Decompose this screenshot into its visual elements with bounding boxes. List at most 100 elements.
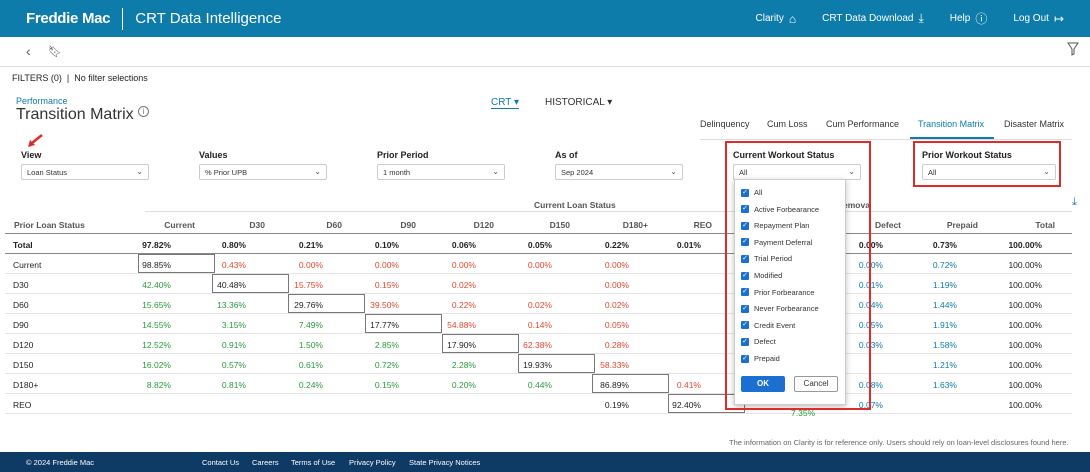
- footer-terms[interactable]: Terms of Use: [291, 458, 336, 467]
- chevron-down-icon: ⌄: [1043, 167, 1050, 176]
- footer-privacy[interactable]: Privacy Policy: [349, 458, 396, 467]
- table-cell: 0.00%: [374, 260, 399, 270]
- dropdown-option[interactable]: ✓ Repayment Plan: [741, 221, 809, 230]
- row-label: D60: [13, 300, 29, 310]
- page-title: Transition Matrix: [16, 106, 134, 123]
- checkbox-checked-icon[interactable]: ✓: [741, 238, 749, 247]
- table-cell: 1.21%: [932, 360, 957, 370]
- crt-toggle[interactable]: CRT ▾: [491, 97, 520, 109]
- table-cell: 0.00%: [604, 280, 629, 290]
- checkbox-checked-icon[interactable]: ✓: [741, 221, 749, 230]
- table-cell: 0.19%: [604, 400, 629, 410]
- checkbox-checked-icon[interactable]: ✓: [741, 254, 749, 263]
- dropdown-option[interactable]: ✓ All: [741, 188, 762, 197]
- values-select[interactable]: % Prior UPB ⌄: [199, 164, 327, 180]
- bookmark-icon[interactable]: 🔖︎: [48, 46, 62, 58]
- prior-loan-status-header: Prior Loan Status: [14, 220, 85, 230]
- table-cell: 100.00%: [1008, 240, 1042, 250]
- table-cell: 0.81%: [221, 380, 246, 390]
- col-header-defect: Defect: [875, 220, 901, 230]
- dropdown-option[interactable]: ✓ Prior Forbearance: [741, 288, 814, 297]
- table-row[interactable]: D120 12.52% 0.91% 1.50% 2.85% 17.90% 62.38% 0.2…: [5, 334, 1072, 354]
- view-label: View: [21, 150, 42, 160]
- diagonal-cell-highlight: [138, 254, 215, 273]
- footer-careers[interactable]: Careers: [252, 458, 279, 467]
- table-cell: 0.00%: [451, 260, 476, 270]
- info-icon[interactable]: i: [138, 106, 149, 117]
- table-cell: 3.15%: [221, 320, 246, 330]
- table-row[interactable]: D150 16.02% 0.57% 0.61% 0.72% 2.28% 19.93% 58.3…: [5, 354, 1072, 374]
- table-cell: 0.20%: [451, 380, 476, 390]
- current-workout-value: All: [739, 168, 748, 177]
- crt-label: CRT: [491, 97, 512, 108]
- diagonal-cell-highlight: [442, 334, 519, 353]
- dropdown-option[interactable]: ✓ Defect: [741, 337, 776, 346]
- dropdown-option[interactable]: ✓ Payment Deferral: [741, 238, 812, 247]
- checkbox-checked-icon[interactable]: ✓: [741, 188, 749, 197]
- table-row[interactable]: D60 15.65% 13.36% 29.76% 39.50% 0.22% 0.02% 0.0…: [5, 294, 1072, 314]
- ok-button[interactable]: OK: [741, 376, 785, 392]
- filter-icon[interactable]: [1067, 42, 1079, 56]
- prior-workout-select[interactable]: All ⌄: [922, 164, 1056, 180]
- footer-state-privacy[interactable]: State Privacy Notices: [409, 458, 481, 467]
- nav-clarity[interactable]: Clarity ⌂: [756, 12, 797, 26]
- dropdown-option-label: Defect: [754, 337, 776, 347]
- tab-transition-matrix[interactable]: Transition Matrix: [918, 119, 985, 129]
- checkbox-checked-icon[interactable]: ✓: [741, 288, 749, 297]
- checkbox-checked-icon[interactable]: ✓: [741, 337, 749, 346]
- dropdown-option[interactable]: ✓ Active Forbearance: [741, 205, 819, 214]
- nav-help[interactable]: Help ⓘ: [950, 10, 988, 27]
- group-header-line: [145, 211, 1072, 212]
- dropdown-option[interactable]: ✓ Credit Event: [741, 321, 795, 330]
- prior-period-select[interactable]: 1 month ⌄: [377, 164, 505, 180]
- tab-cum-loss[interactable]: Cum Loss: [767, 119, 808, 129]
- nav-crt-download[interactable]: CRT Data Download ⤓: [822, 11, 924, 26]
- section-label: Performance: [16, 96, 68, 106]
- historical-toggle[interactable]: HISTORICAL ▾: [545, 97, 613, 108]
- checkbox-checked-icon[interactable]: ✓: [741, 271, 749, 280]
- table-cell: 1.58%: [932, 340, 957, 350]
- table-cell: 100.00%: [1008, 280, 1042, 290]
- checkbox-checked-icon[interactable]: ✓: [741, 321, 749, 330]
- checkbox-checked-icon[interactable]: ✓: [741, 354, 749, 363]
- footer-contact[interactable]: Contact Us: [202, 458, 240, 467]
- table-cell: 15.75%: [294, 280, 323, 290]
- back-icon[interactable]: ‹: [26, 43, 31, 59]
- dropdown-option[interactable]: ✓ Trial Period: [741, 254, 792, 263]
- copyright: © 2024 Freddie Mac: [26, 458, 95, 467]
- cancel-button[interactable]: Cancel: [794, 376, 838, 392]
- table-row[interactable]: D90 14.55% 3.15% 7.49% 17.77% 54.88% 0.14% 0.05…: [5, 314, 1072, 334]
- table-row[interactable]: D180+ 8.82% 0.81% 0.24% 0.15% 0.20% 0.44% 86.89…: [5, 374, 1072, 394]
- footnote: The information on Clarity is for refere…: [729, 438, 1069, 447]
- tab-cum-performance[interactable]: Cum Performance: [826, 119, 900, 129]
- freddie-mac-logo[interactable]: Freddie Mac: [26, 10, 111, 27]
- nav-logout[interactable]: Log Out ↦: [1013, 12, 1064, 26]
- table-cell: 0.01%: [676, 240, 701, 250]
- tab-disaster-matrix[interactable]: Disaster Matrix: [1004, 119, 1065, 129]
- col-header-reo: REO: [693, 220, 712, 230]
- col-header-d90: D90: [400, 220, 416, 230]
- table-row[interactable]: REO 0.19% 92.40% 0.07% 100.00%: [5, 394, 1072, 414]
- nav-help-label: Help: [949, 13, 971, 24]
- view-select[interactable]: Loan Status ⌄: [21, 164, 149, 180]
- download-icon[interactable]: ⤓: [1072, 196, 1077, 208]
- diagonal-cell-highlight: [365, 314, 442, 333]
- footnote-text: The information on Clarity is for refere…: [729, 438, 1069, 447]
- dropdown-option-label: Never Forbearance: [754, 304, 819, 314]
- table-row[interactable]: Total 97.82% 0.80% 0.21% 0.10% 0.06% 0.05% 0.22…: [5, 234, 1072, 254]
- tab-delinquency[interactable]: Delinquency: [700, 119, 750, 129]
- row-label: D150: [13, 360, 34, 370]
- table-cell: 0.02%: [527, 300, 552, 310]
- dropdown-option[interactable]: ✓ Never Forbearance: [741, 304, 819, 313]
- table-cell: 17.77%: [370, 320, 399, 330]
- table-row[interactable]: D30 42.40% 40.48% 15.75% 0.15% 0.02% 0.00% 0.01…: [5, 274, 1072, 294]
- table-row[interactable]: Current 98.85% 0.43% 0.00% 0.00% 0.00% 0.00% 0.…: [5, 254, 1072, 274]
- dropdown-option[interactable]: ✓ Modified: [741, 271, 782, 280]
- checkbox-checked-icon[interactable]: ✓: [741, 304, 749, 313]
- tab-divider: [700, 139, 1072, 140]
- checkbox-checked-icon[interactable]: ✓: [741, 205, 749, 214]
- dropdown-option[interactable]: ✓ Prepaid: [741, 354, 780, 363]
- filters-summary[interactable]: FILTERS (0) | No filter selections: [12, 73, 148, 83]
- table-cell: 13.36%: [217, 300, 246, 310]
- as-of-select[interactable]: Sep 2024 ⌄: [555, 164, 683, 180]
